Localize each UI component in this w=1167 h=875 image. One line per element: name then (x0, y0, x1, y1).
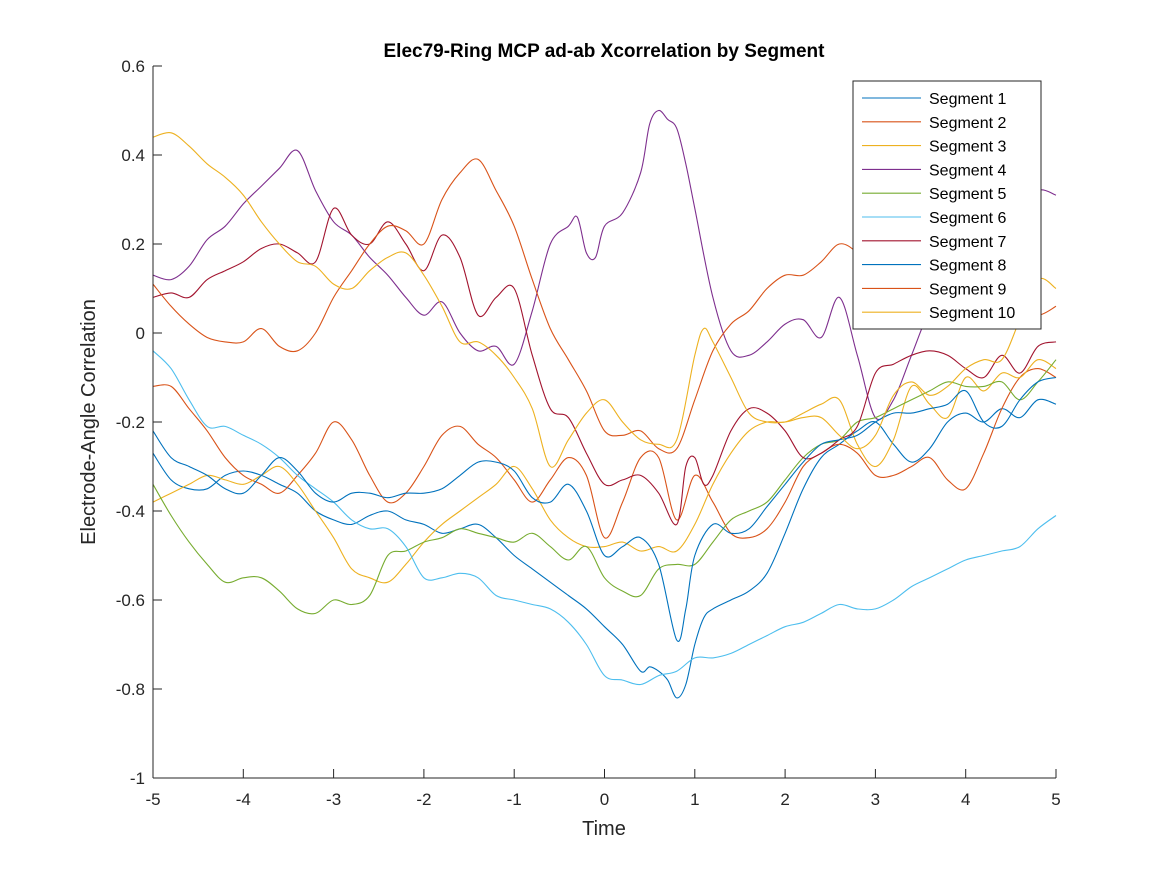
x-tick-label: -1 (507, 790, 522, 809)
legend-entry-label: Segment 10 (929, 305, 1015, 322)
series-line-segment-7 (152, 207, 1057, 526)
legend-entry-label: Segment 1 (929, 91, 1006, 108)
series-line-segment-1 (152, 398, 1057, 699)
chart-title: Elec79-Ring MCP ad-ab Xcorrelation by Se… (384, 41, 826, 62)
y-tick-label: 0.4 (121, 146, 145, 165)
x-tick-label: -5 (145, 790, 160, 809)
y-tick-label: -0.4 (116, 502, 145, 521)
series-layer (152, 109, 1057, 699)
y-tick-label: 0 (136, 324, 145, 343)
legend-entry-label: Segment 6 (929, 210, 1006, 227)
y-tick-label: -0.6 (116, 591, 145, 610)
x-tick-label: -3 (326, 790, 341, 809)
x-tick-label: 2 (780, 790, 789, 809)
y-tick-label: 0.2 (121, 235, 145, 254)
y-axis-label: Electrode-Angle Correlation (78, 299, 100, 545)
x-tick-label: 4 (961, 790, 970, 809)
y-tick-label: -1 (130, 769, 145, 788)
series-line-segment-8 (152, 376, 1057, 642)
x-tick-label: -4 (236, 790, 251, 809)
legend-entry-label: Segment 5 (929, 186, 1006, 203)
x-tick-label: 5 (1051, 790, 1060, 809)
x-tick-label: -2 (416, 790, 431, 809)
x-tick-label: 3 (871, 790, 880, 809)
legend: Segment 1 Segment 2 Segment 3 Segment 4 Segm… (852, 80, 1042, 330)
series-line-segment-2 (152, 368, 1057, 539)
y-tick-label: -0.2 (116, 413, 145, 432)
series-line-segment-4 (152, 109, 1057, 420)
y-tick-label: 0.6 (121, 57, 145, 76)
y-tick-label: -0.8 (116, 680, 145, 699)
axes-layer: -5 -4 -3 -2 -1 0 1 2 3 4 5 -1 -0.8 -0.6 -0.4 -0.2 0 0.2 0.… (116, 57, 1061, 809)
x-tick-label: 1 (690, 790, 699, 809)
series-line-segment-10 (152, 131, 1057, 468)
legend-entry-label: Segment 7 (929, 234, 1006, 251)
legend-entry-label: Segment 9 (929, 281, 1006, 298)
x-axis-label: Time (582, 818, 626, 840)
legend-entry-label: Segment 4 (929, 162, 1006, 179)
series-line-segment-5 (152, 359, 1057, 615)
series-line-segment-3 (152, 359, 1057, 584)
legend-entry-label: Segment 3 (929, 139, 1006, 156)
x-tick-label: 0 (600, 790, 609, 809)
series-line-segment-6 (152, 350, 1057, 686)
legend-entry-label: Segment 2 (929, 115, 1006, 132)
legend-entry-label: Segment 8 (929, 258, 1006, 275)
